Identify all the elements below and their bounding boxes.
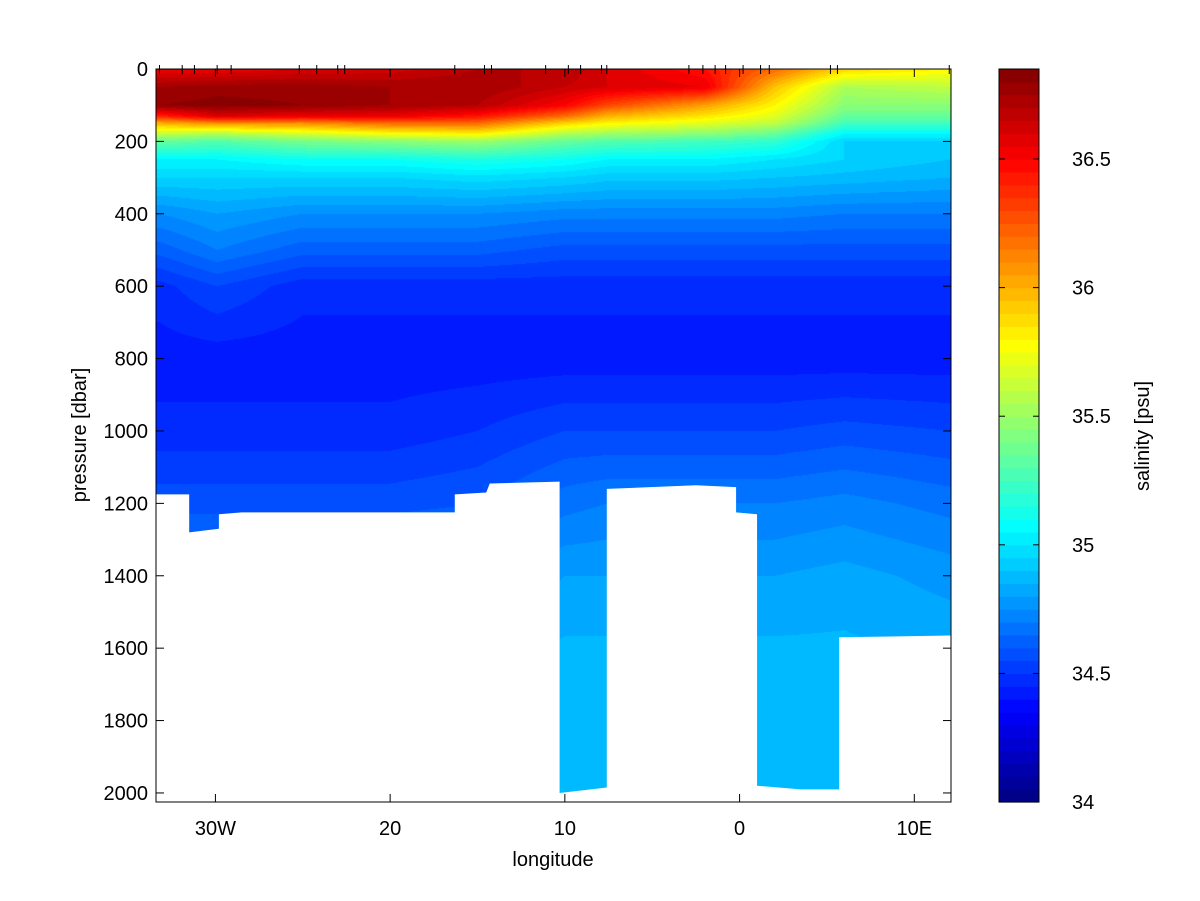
x-tick-label: 0 [734,818,745,840]
colorbar-band [999,94,1039,109]
colorbar-band [999,300,1039,314]
colorbar-band [999,159,1039,173]
x-axis-label: longitude [512,849,593,871]
colorbar-band [999,416,1039,430]
plot-area: 30W 20 10 0 10E 0 200 400 600 800 1000 1200 1400 160… [104,59,952,840]
y-tick-label: 1800 [104,711,149,733]
colorbar-band [999,737,1039,752]
y-tick-label: 0 [137,59,148,81]
colorbar-band [999,326,1039,340]
colorbar-band [999,724,1039,739]
colorbar-band [999,647,1039,662]
colorbar-band [999,377,1039,392]
colorbar-band [999,197,1039,212]
colorbar-band [999,81,1039,96]
colorbar-band [999,621,1039,636]
y-tick-label: 800 [115,349,148,371]
colorbar-tick-label: 36.5 [1072,149,1111,171]
y-axis-label: pressure [dbar] [69,368,91,503]
colorbar-band [999,364,1039,379]
colorbar-band [999,441,1039,456]
colorbar-band [999,493,1039,507]
colorbar-tick-label: 35 [1072,535,1094,557]
colorbar-band [999,480,1039,494]
colorbar-band [999,339,1039,353]
colorbar-band [999,467,1039,482]
colorbar-band [999,634,1039,649]
colorbar-band [999,107,1039,122]
colorbar-ticks: 34 34.5 35 35.5 36 36.5 [999,149,1111,814]
colorbar-tick-label: 34 [1072,792,1094,814]
y-axis: 0 200 400 600 800 1000 1200 1400 1600 1800 2000 [104,59,951,805]
colorbar-band [999,699,1039,713]
colorbar-band [999,351,1039,366]
colorbar-band [999,171,1039,186]
colorbar-band [999,544,1039,559]
seafloor-mask [156,481,951,802]
colorbar-band [999,506,1039,520]
y-tick-label: 400 [115,204,148,226]
x-axis: 30W 20 10 0 10E [195,69,932,840]
colorbar-band [999,686,1039,700]
colorbar-band [999,274,1039,289]
y-tick-label: 200 [115,131,148,153]
y-tick-label: 2000 [104,783,149,805]
colorbar-band [999,609,1039,623]
colorbar-band [999,313,1039,327]
colorbar-band [999,776,1039,790]
colorbar-tick-label: 36 [1072,278,1094,300]
colorbar-band [999,519,1039,533]
colorbar: 34 34.5 35 35.5 36 36.5 salinity [psu] [998,68,1154,814]
colorbar-band [999,789,1039,803]
colorbar-band [999,557,1039,572]
colorbar-band [999,660,1039,675]
colorbar-band [999,120,1039,134]
colorbar-band [999,596,1039,610]
colorbar-band [999,210,1039,224]
colorbar-band [999,429,1039,443]
colorbar-band [999,146,1039,160]
y-tick-label: 1200 [104,493,149,515]
colorbar-band [999,223,1039,237]
colorbar-band [999,261,1039,276]
y-tick-label: 1600 [104,638,149,660]
colorbar-band [999,750,1039,765]
colorbar-band [999,673,1039,687]
y-tick-label: 1400 [104,566,149,588]
colorbar-band [999,763,1039,777]
colorbar-label: salinity [psu] [1132,381,1154,491]
x-tick-label: 10E [897,818,933,840]
colorbar-band [999,390,1039,404]
x-tick-label: 30W [195,818,236,840]
colorbar-frame [998,68,1040,803]
x-tick-label: 10 [554,818,576,840]
colorbar-band [999,184,1039,199]
colorbar-bands [999,69,1039,803]
colorbar-tick-label: 34.5 [1072,663,1111,685]
colorbar-band [999,531,1039,546]
plot-frame [155,68,952,803]
colorbar-band [999,583,1039,597]
x-tick-label: 20 [379,818,401,840]
colorbar-tick-label: 35.5 [1072,406,1111,428]
colorbar-band [999,287,1039,302]
colorbar-band [999,236,1039,250]
colorbar-band [999,570,1039,584]
colorbar-band [999,249,1039,263]
colorbar-band [999,454,1039,469]
y-tick-label: 1000 [104,421,149,443]
colorbar-band [999,403,1039,417]
colorbar-band [999,711,1039,726]
colorbar-band [999,133,1039,147]
colorbar-band [999,69,1039,83]
y-tick-label: 600 [115,276,148,298]
